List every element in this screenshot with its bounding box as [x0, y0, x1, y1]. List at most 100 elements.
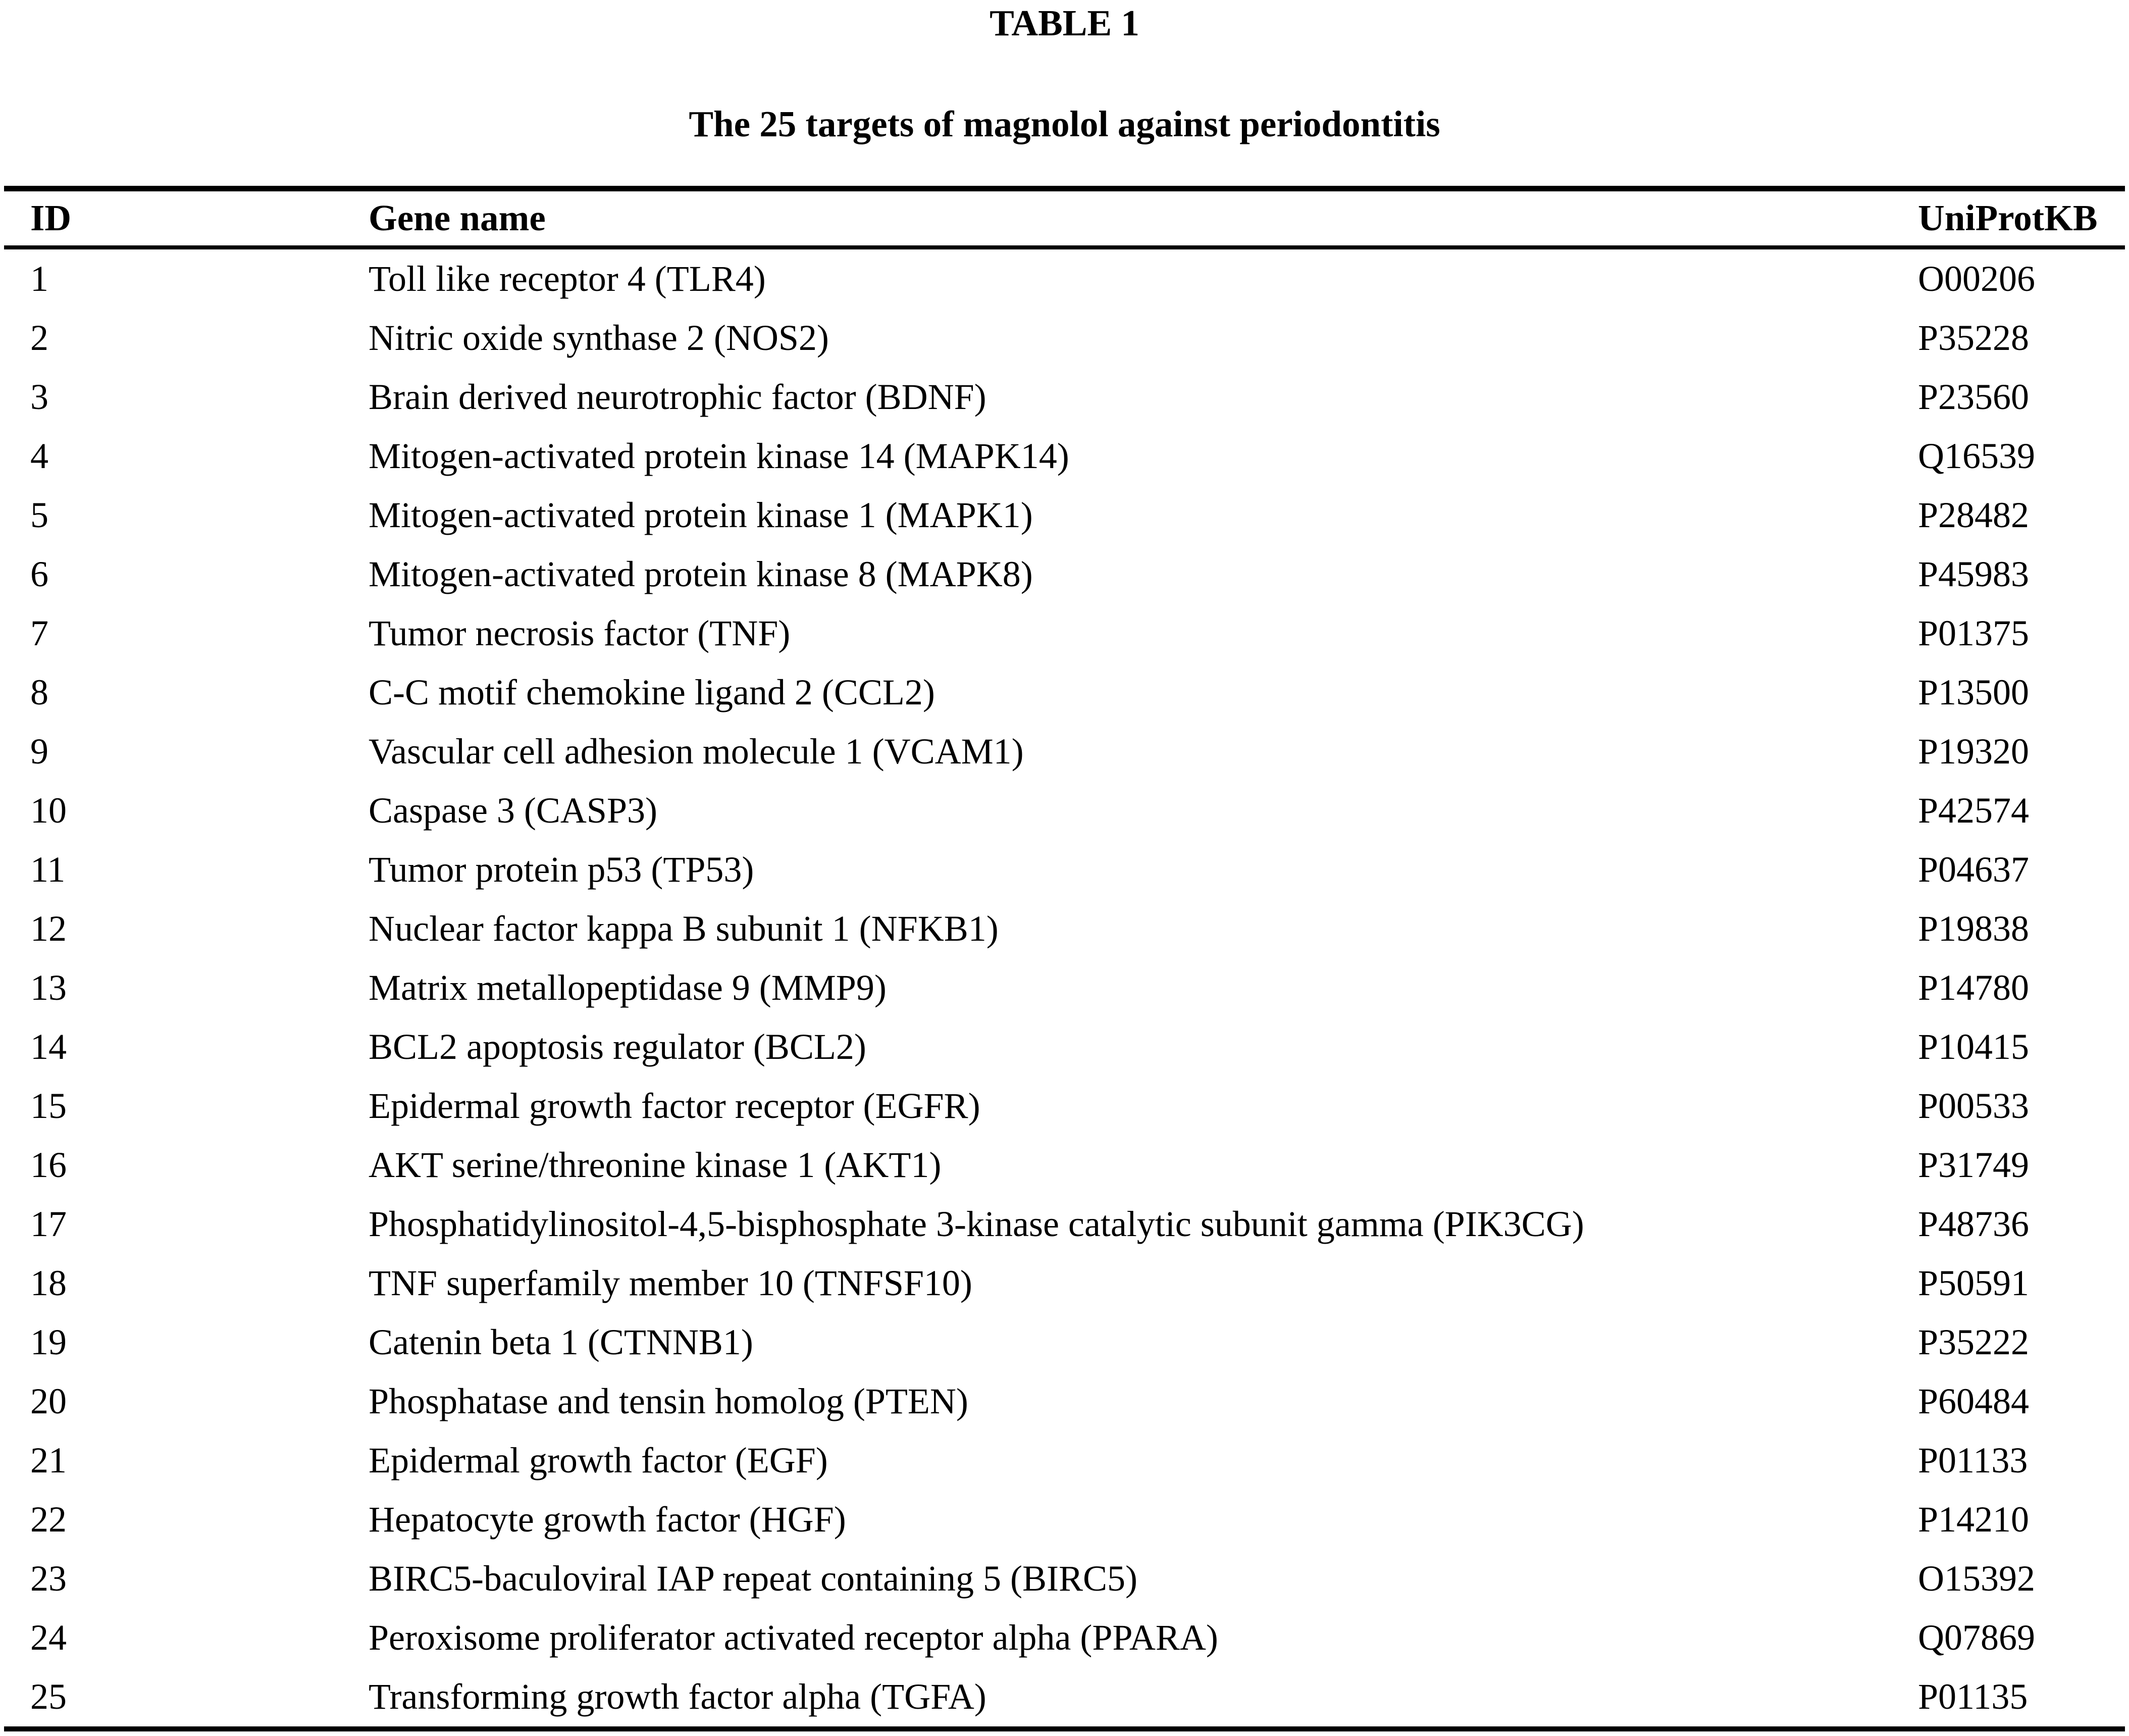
cell-id: 17 — [30, 1203, 67, 1244]
cell-gene-name: Mitogen-activated protein kinase 14 (MAP… — [369, 435, 1069, 476]
table-row: 19 Catenin beta 1 (CTNNB1) P35222 — [4, 1313, 2125, 1372]
cell-uniprot: P01133 — [1918, 1440, 2028, 1480]
cell-gene-name: Hepatocyte growth factor (HGF) — [369, 1499, 846, 1540]
cell-uniprot: P01135 — [1918, 1676, 2028, 1717]
cell-gene-name: Catenin beta 1 (CTNNB1) — [369, 1321, 753, 1362]
cell-id: 6 — [30, 553, 48, 594]
cell-gene-name: BIRC5-baculoviral IAP repeat containing … — [369, 1558, 1138, 1599]
cell-gene-name: Phosphatidylinositol-4,5-bisphosphate 3-… — [369, 1203, 1584, 1244]
table-row: 11 Tumor protein p53 (TP53) P04637 — [4, 840, 2125, 899]
cell-id: 24 — [30, 1617, 67, 1658]
table-row: 10 Caspase 3 (CASP3) P42574 — [4, 781, 2125, 840]
table-row: 8 C-C motif chemokine ligand 2 (CCL2) P135… — [4, 663, 2125, 722]
column-header-id: ID — [4, 188, 369, 249]
cell-id: 5 — [30, 494, 48, 535]
cell-id: 16 — [30, 1144, 67, 1185]
table-row: 17 Phosphatidylinositol-4,5-bisphosphate … — [4, 1195, 2125, 1254]
cell-gene-name: Epidermal growth factor receptor (EGFR) — [369, 1085, 980, 1126]
cell-id: 12 — [30, 908, 67, 949]
header-row: ID Gene name UniProtKB — [4, 188, 2125, 249]
cell-uniprot: P14210 — [1918, 1499, 2030, 1540]
cell-id: 23 — [30, 1558, 67, 1599]
cell-uniprot: P19838 — [1918, 908, 2030, 949]
cell-uniprot: P00533 — [1918, 1085, 2030, 1126]
table-row: 7 Tumor necrosis factor (TNF) P01375 — [4, 604, 2125, 663]
cell-gene-name: Toll like receptor 4 (TLR4) — [369, 258, 766, 299]
cell-gene-name: Phosphatase and tensin homolog (PTEN) — [369, 1381, 968, 1421]
cell-id: 4 — [30, 435, 48, 476]
cell-uniprot: P60484 — [1918, 1381, 2030, 1421]
table-row: 18 TNF superfamily member 10 (TNFSF10) P50… — [4, 1254, 2125, 1313]
cell-uniprot: P14780 — [1918, 967, 2030, 1008]
cell-id: 9 — [30, 731, 48, 772]
cell-id: 19 — [30, 1321, 67, 1362]
cell-gene-name: Tumor protein p53 (TP53) — [369, 849, 754, 890]
cell-uniprot: P31749 — [1918, 1144, 2030, 1185]
cell-gene-name: Vascular cell adhesion molecule 1 (VCAM1… — [369, 731, 1024, 772]
table-row: 14 BCL2 apoptosis regulator (BCL2) P10415 — [4, 1017, 2125, 1077]
cell-id: 20 — [30, 1381, 67, 1421]
cell-uniprot: P13500 — [1918, 672, 2030, 712]
cell-gene-name: Nuclear factor kappa B subunit 1 (NFKB1) — [369, 908, 999, 949]
cell-uniprot: P42574 — [1918, 790, 2030, 831]
cell-uniprot: O15392 — [1918, 1558, 2035, 1599]
table-title: TABLE 1 — [990, 3, 1139, 43]
column-header-gene-name: Gene name — [369, 188, 1918, 249]
table-row: 20 Phosphatase and tensin homolog (PTEN) P… — [4, 1372, 2125, 1431]
cell-uniprot: O00206 — [1918, 258, 2035, 299]
table-row: 1 Toll like receptor 4 (TLR4) O00206 — [4, 247, 2125, 309]
cell-uniprot: Q16539 — [1918, 435, 2035, 476]
table-body: 1 Toll like receptor 4 (TLR4) O00206 2 Nitri… — [4, 247, 2125, 1729]
cell-gene-name: Peroxisome proliferator activated recept… — [369, 1617, 1218, 1658]
cell-id: 14 — [30, 1026, 67, 1067]
cell-uniprot: P04637 — [1918, 849, 2030, 890]
table-row: 16 AKT serine/threonine kinase 1 (AKT1) P3… — [4, 1136, 2125, 1195]
cell-id: 15 — [30, 1085, 67, 1126]
targets-table: ID Gene name UniProtKB 1 Toll like recept… — [4, 185, 2125, 1731]
table-row: 21 Epidermal growth factor (EGF) P01133 — [4, 1431, 2125, 1490]
table-header: ID Gene name UniProtKB — [4, 188, 2125, 249]
cell-uniprot: P35222 — [1918, 1321, 2030, 1362]
cell-id: 18 — [30, 1262, 67, 1303]
cell-gene-name: C-C motif chemokine ligand 2 (CCL2) — [369, 672, 935, 712]
table-row: 22 Hepatocyte growth factor (HGF) P14210 — [4, 1490, 2125, 1549]
cell-id: 7 — [30, 612, 48, 653]
table-row: 13 Matrix metallopeptidase 9 (MMP9) P14780 — [4, 958, 2125, 1017]
table-row: 25 Transforming growth factor alpha (TGFA… — [4, 1667, 2125, 1729]
table-caption: The 25 targets of magnolol against perio… — [689, 103, 1440, 144]
cell-uniprot: P28482 — [1918, 494, 2030, 535]
cell-id: 13 — [30, 967, 67, 1008]
table-row: 15 Epidermal growth factor receptor (EGFR… — [4, 1077, 2125, 1136]
cell-id: 22 — [30, 1499, 67, 1540]
cell-gene-name: Caspase 3 (CASP3) — [369, 790, 657, 831]
cell-uniprot: Q07869 — [1918, 1617, 2035, 1658]
cell-uniprot: P19320 — [1918, 731, 2030, 772]
cell-id: 10 — [30, 790, 67, 831]
cell-gene-name: Tumor necrosis factor (TNF) — [369, 612, 791, 653]
cell-gene-name: Epidermal growth factor (EGF) — [369, 1440, 828, 1480]
table-row: 6 Mitogen-activated protein kinase 8 (MAP… — [4, 545, 2125, 604]
cell-uniprot: P48736 — [1918, 1203, 2030, 1244]
cell-gene-name: Mitogen-activated protein kinase 1 (MAPK… — [369, 494, 1033, 535]
column-header-uniprotkb: UniProtKB — [1918, 188, 2125, 249]
table-row: 24 Peroxisome proliferator activated rece… — [4, 1608, 2125, 1667]
cell-gene-name: BCL2 apoptosis regulator (BCL2) — [369, 1026, 866, 1067]
table-row: 4 Mitogen-activated protein kinase 14 (MA… — [4, 427, 2125, 486]
table-row: 12 Nuclear factor kappa B subunit 1 (NFKB… — [4, 899, 2125, 958]
cell-uniprot: P35228 — [1918, 317, 2030, 358]
cell-gene-name: Nitric oxide synthase 2 (NOS2) — [369, 317, 829, 358]
cell-gene-name: Transforming growth factor alpha (TGFA) — [369, 1676, 986, 1717]
table-row: 5 Mitogen-activated protein kinase 1 (MAP… — [4, 486, 2125, 545]
table-row: 3 Brain derived neurotrophic factor (BDNF… — [4, 368, 2125, 427]
cell-gene-name: TNF superfamily member 10 (TNFSF10) — [369, 1262, 972, 1303]
cell-uniprot: P23560 — [1918, 376, 2030, 417]
cell-id: 11 — [30, 849, 66, 890]
cell-uniprot: P01375 — [1918, 612, 2030, 653]
cell-gene-name: Mitogen-activated protein kinase 8 (MAPK… — [369, 553, 1033, 594]
cell-gene-name: Brain derived neurotrophic factor (BDNF) — [369, 376, 986, 417]
cell-gene-name: AKT serine/threonine kinase 1 (AKT1) — [369, 1144, 942, 1185]
table-row: 2 Nitric oxide synthase 2 (NOS2) P35228 — [4, 309, 2125, 368]
cell-id: 3 — [30, 376, 48, 417]
cell-uniprot: P45983 — [1918, 553, 2030, 594]
